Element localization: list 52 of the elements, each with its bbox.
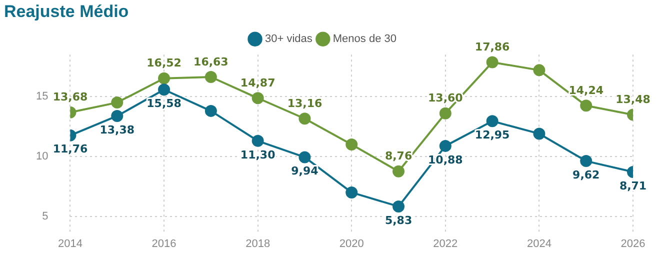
x-tick-label: 2022	[433, 238, 458, 250]
data-label: 11,30	[240, 148, 276, 162]
legend-label: Menos de 30	[332, 33, 397, 46]
point	[111, 96, 124, 109]
x-tick-label: 2016	[152, 238, 176, 250]
data-label: 17,86	[474, 40, 510, 54]
point	[533, 64, 546, 76]
chart-title: Reajuste Médio	[4, 2, 129, 22]
point	[439, 107, 452, 120]
x-tick-label: 2024	[526, 238, 552, 250]
point	[533, 128, 546, 140]
point	[346, 186, 358, 198]
point	[580, 155, 592, 168]
point	[252, 134, 264, 147]
data-label: 13,68	[52, 90, 88, 104]
y-tick-label: 15	[36, 90, 48, 103]
data-label: 8,71	[619, 179, 647, 192]
data-label: 15,58	[146, 96, 182, 110]
point	[392, 200, 405, 212]
y-tick-label: 10	[36, 150, 48, 163]
data-label: 16,52	[146, 56, 182, 70]
data-label: 12,95	[474, 128, 510, 142]
x-tick-label: 2014	[58, 238, 82, 250]
data-label: 13,48	[616, 93, 650, 106]
point	[298, 112, 311, 125]
data-label: 16,63	[194, 55, 228, 68]
x-tick-label: 2026	[620, 238, 646, 250]
point	[158, 72, 170, 84]
data-label: 5,83	[384, 214, 412, 227]
point	[298, 151, 311, 164]
y-tick-label: 5	[42, 210, 48, 222]
data-label: 14,24	[568, 84, 604, 98]
point	[252, 92, 264, 104]
x-tick-label: 2018	[246, 238, 270, 250]
point	[486, 115, 498, 128]
point	[580, 100, 592, 112]
x-tick-label: 2020	[339, 238, 364, 250]
data-label: 9,94	[291, 164, 319, 178]
data-label: 11,76	[52, 142, 88, 156]
point	[111, 110, 124, 122]
data-label: 13,16	[287, 96, 322, 110]
point	[346, 138, 358, 150]
data-label: 14,87	[240, 76, 276, 90]
point	[204, 104, 217, 117]
point	[486, 56, 498, 68]
point	[204, 71, 217, 84]
data-label: 9,62	[572, 168, 600, 182]
legend-label: 30+ vidas	[265, 33, 313, 46]
point	[392, 165, 405, 178]
data-label: 13,38	[100, 123, 135, 136]
point	[158, 84, 170, 96]
point	[439, 140, 452, 152]
